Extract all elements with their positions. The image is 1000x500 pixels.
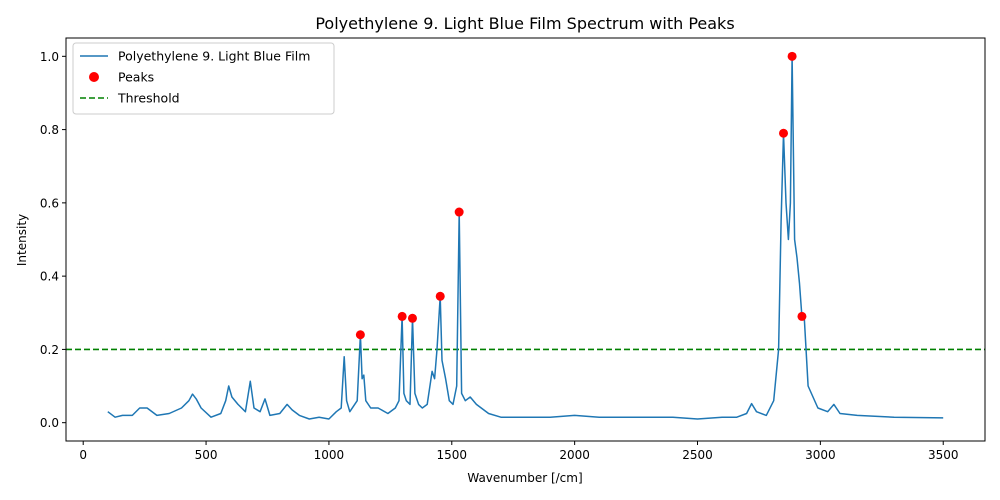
peak-marker: [407, 313, 417, 323]
x-tick-label: 1500: [437, 448, 468, 462]
y-tick-label: 0.8: [40, 123, 59, 137]
x-tick-label: 3500: [928, 448, 959, 462]
peak-marker: [797, 311, 807, 321]
y-tick-label: 0.2: [40, 343, 59, 357]
legend-label-peaks: Peaks: [118, 70, 154, 85]
peak-marker: [435, 291, 445, 301]
legend-marker-swatch: [89, 72, 99, 82]
y-tick-label: 0.0: [40, 416, 59, 430]
x-tick-label: 3000: [805, 448, 836, 462]
y-tick-label: 0.4: [40, 270, 59, 284]
y-axis-label: Intensity: [15, 214, 29, 266]
y-tick-label: 1.0: [40, 50, 59, 64]
x-tick-label: 1000: [314, 448, 345, 462]
peak-marker: [454, 207, 464, 217]
legend-label-threshold: Threshold: [117, 91, 180, 106]
x-axis: 0 500 1000 1500 2000 2500 3000 3500: [79, 441, 959, 462]
plot-frame: [65, 37, 986, 442]
spectrum-line: [107, 55, 944, 420]
peak-marker: [397, 311, 407, 321]
peak-marker: [355, 330, 365, 340]
peaks-layer: [355, 51, 807, 340]
peak-marker: [779, 128, 789, 138]
x-tick-label: 0: [79, 448, 87, 462]
y-tick-label: 0.6: [40, 196, 59, 210]
x-tick-label: 500: [195, 448, 218, 462]
x-tick-label: 2000: [559, 448, 590, 462]
peak-marker: [787, 51, 797, 61]
legend-box: [72, 42, 335, 115]
legend-label-spectrum: Polyethylene 9. Light Blue Film: [118, 49, 310, 64]
x-tick-label: 2500: [682, 448, 713, 462]
y-axis: 0.0 0.2 0.4 0.6 0.8 1.0: [40, 50, 66, 430]
x-axis-label: Wavenumber [/cm]: [467, 471, 582, 485]
legend: Polyethylene 9. Light Blue Film Peaks Th…: [72, 42, 335, 115]
chart-title: Polyethylene 9. Light Blue Film Spectrum…: [315, 14, 734, 33]
series-layer: [107, 55, 944, 420]
